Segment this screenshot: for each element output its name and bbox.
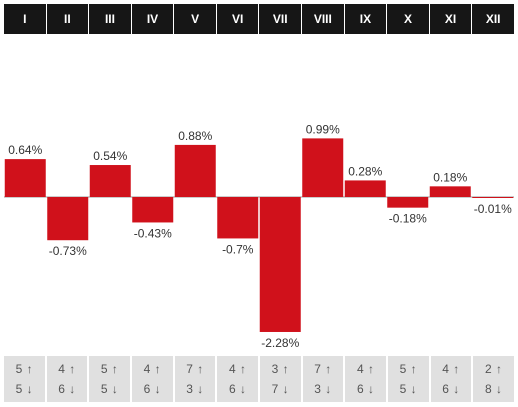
down-count: 8 ↓	[484, 382, 503, 396]
down-count: 7 ↓	[271, 382, 290, 396]
down-count: 6 ↓	[356, 382, 375, 396]
month-header-iii: III	[89, 4, 131, 34]
month-header-x: X	[387, 4, 429, 34]
up-count: 7 ↑	[314, 362, 332, 376]
month-header-v: V	[174, 4, 216, 34]
up-count: 4 ↑	[58, 362, 76, 376]
count-cell: 7 ↑ 3 ↓	[302, 356, 344, 402]
data-label: -0.7%	[222, 242, 254, 256]
up-count: 4 ↑	[356, 362, 375, 376]
up-down-counts: 5 ↑ 5 ↓ 4 ↑ 6 ↓ 5 ↑ 5 ↓ 4 ↑ 6 ↓ 7 ↑ 3 ↓ 4 ↑ 6 ↓ 3 ↑ 7…	[4, 356, 515, 402]
count-cell: 4 ↑ 6 ↓	[132, 356, 173, 402]
data-label: -0.18%	[389, 212, 427, 226]
month-header-i: I	[4, 4, 46, 34]
down-count: 6 ↓	[228, 382, 247, 396]
month-header: I II III IV V VI VII VIII IX X XI XII	[4, 4, 514, 34]
bar-viii	[302, 138, 344, 197]
bar-xii	[472, 197, 514, 198]
bar-xi	[429, 186, 471, 197]
month-header-vii: VII	[259, 4, 302, 34]
count-cell: 7 ↑ 3 ↓	[174, 356, 216, 402]
down-count: 3 ↓	[314, 382, 332, 396]
bar-iv	[132, 197, 174, 223]
count-cell: 4 ↑ 6 ↓	[217, 356, 259, 402]
up-count: 2 ↑	[484, 362, 503, 376]
month-header-ii: II	[46, 4, 89, 34]
bar-iii	[89, 165, 131, 197]
up-count: 4 ↑	[228, 362, 247, 376]
bar-ii	[47, 197, 89, 241]
data-label: 0.88%	[178, 129, 212, 143]
down-count: 5 ↓	[15, 382, 34, 396]
month-header-ix: IX	[344, 4, 387, 34]
bar-vi	[217, 197, 259, 239]
down-count: 6 ↓	[58, 382, 76, 396]
count-cell: 5 ↑ 5 ↓	[4, 356, 45, 402]
month-header-vi: VI	[216, 4, 259, 34]
data-label: 0.54%	[93, 149, 127, 163]
down-count: 5 ↓	[100, 382, 119, 396]
data-label: -0.43%	[134, 226, 172, 240]
down-count: 6 ↓	[442, 382, 460, 396]
count-cell: 5 ↑ 5 ↓	[89, 356, 131, 402]
count-cell: 4 ↑ 6 ↓	[430, 356, 472, 402]
count-cell: 3 ↑ 7 ↓	[260, 356, 301, 402]
data-label: 0.99%	[306, 122, 340, 136]
data-label: 0.28%	[348, 164, 382, 178]
month-header-iv: IV	[131, 4, 174, 34]
bar-i	[4, 159, 46, 197]
count-cell: 2 ↑ 8 ↓	[473, 356, 515, 402]
data-label: -2.28%	[261, 336, 299, 350]
month-header-xii: XII	[472, 4, 514, 34]
bar-ix	[344, 180, 386, 197]
up-count: 4 ↑	[143, 362, 162, 376]
bar-x	[387, 197, 429, 208]
up-count: 3 ↑	[271, 362, 290, 376]
down-count: 6 ↓	[143, 382, 162, 396]
count-cell: 5 ↑ 5 ↓	[388, 356, 429, 402]
count-cell: 4 ↑ 6 ↓	[46, 356, 88, 402]
count-cell: 4 ↑ 6 ↓	[345, 356, 387, 402]
data-label: -0.73%	[49, 244, 87, 258]
up-count: 5 ↑	[100, 362, 119, 376]
up-count: 5 ↑	[15, 362, 34, 376]
data-label: 0.64%	[8, 143, 42, 157]
data-label: -0.01%	[474, 202, 512, 216]
bar-vii	[259, 197, 301, 332]
data-label: 0.18%	[433, 170, 467, 184]
bar-v	[174, 144, 216, 197]
up-count: 4 ↑	[442, 362, 460, 376]
month-header-xi: XI	[429, 4, 472, 34]
up-count: 7 ↑	[186, 362, 204, 376]
month-header-viii: VIII	[302, 4, 344, 34]
down-count: 3 ↓	[186, 382, 204, 396]
down-count: 5 ↓	[399, 382, 418, 396]
up-count: 5 ↑	[399, 362, 418, 376]
